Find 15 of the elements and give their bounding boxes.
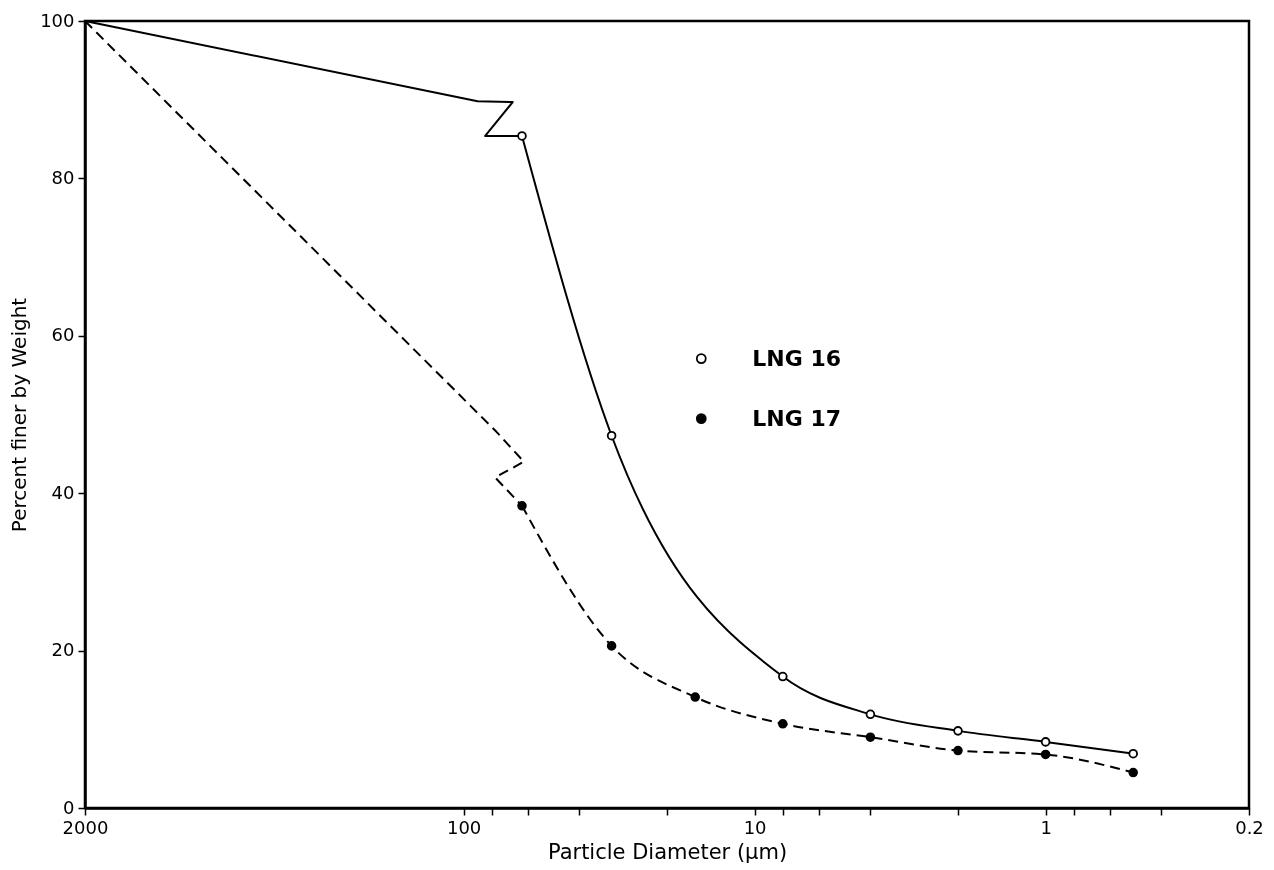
x-tick-label: 2000	[62, 816, 109, 838]
y-tick-label: 100	[40, 9, 75, 31]
y-tick-label: 40	[51, 481, 75, 503]
y-tick-label: 60	[51, 324, 75, 346]
y-tick-label: 80	[51, 166, 75, 188]
x-tick-label: 10	[743, 816, 767, 838]
x-axis-title: Particle Diameter (μm)	[547, 839, 788, 864]
y-tick-label: 0	[63, 796, 75, 818]
x-tick-label: 1	[1040, 816, 1052, 838]
x-tick-label: 100	[446, 816, 482, 838]
legend-label: LNG 16	[752, 345, 842, 371]
y-axis-title: Percent finer by Weight	[7, 297, 32, 533]
y-tick-label: 20	[51, 639, 75, 661]
x-tick-label: 0.2	[1235, 816, 1264, 838]
legend-label: LNG 17	[752, 405, 842, 431]
